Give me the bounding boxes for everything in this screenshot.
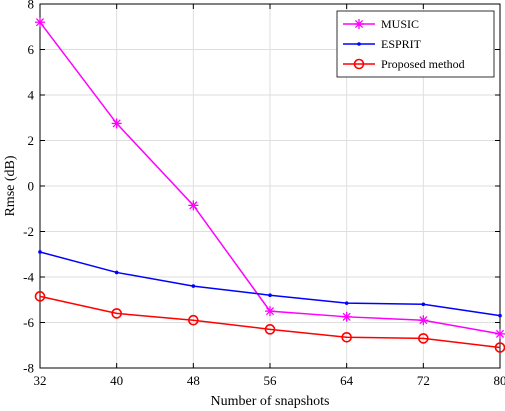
y-tick-label: 8 (28, 0, 35, 12)
data-point (35, 17, 45, 28)
x-tick-label: 32 (34, 373, 47, 388)
x-axis-title: Number of snapshots (211, 394, 330, 409)
data-point (188, 314, 199, 326)
legend-item: MUSIC (343, 17, 419, 31)
y-tick-label: -6 (23, 315, 34, 330)
y-tick-label: 0 (28, 179, 35, 194)
legend-label: ESPRIT (381, 37, 422, 51)
axis-ticks: 32 40 48 56 64 72 80 -8 -6 -4 -2 0 2 4 6 8 (23, 0, 505, 388)
data-point (34, 291, 46, 302)
data-point (495, 328, 505, 339)
marker-stroke (112, 119, 121, 128)
y-axis-title: Rmse (dB) (3, 155, 18, 216)
x-tick-label: 64 (340, 373, 354, 388)
x-tick-label: 56 (264, 373, 278, 388)
series-esprit (38, 250, 502, 318)
marker-stroke (354, 19, 364, 29)
x-tick-label: 40 (110, 373, 123, 388)
data-point (344, 301, 349, 305)
data-point (418, 315, 429, 326)
marker-stroke (419, 316, 428, 325)
data-point (114, 270, 119, 275)
y-tick-label: -4 (23, 270, 34, 285)
data-point (341, 311, 352, 322)
data-point (265, 306, 275, 317)
data-point (111, 118, 122, 129)
legend-item: Proposed method (343, 57, 465, 71)
data-point (38, 250, 42, 254)
data-point (341, 331, 352, 343)
legend-label: Proposed method (381, 57, 465, 71)
y-tick-label: -2 (23, 224, 34, 239)
y-tick-label: 4 (28, 88, 35, 103)
series-music (35, 17, 505, 339)
data-point (268, 293, 272, 298)
data-point (188, 200, 199, 211)
x-tick-label: 80 (494, 373, 505, 388)
legend-item: ESPRIT (343, 37, 422, 51)
marker-stroke (495, 329, 505, 338)
marker-stroke (35, 18, 45, 27)
legend-label: MUSIC (381, 17, 419, 31)
x-tick-label: 48 (187, 373, 200, 388)
y-tick-label: 2 (28, 133, 35, 148)
marker-stroke (342, 312, 351, 321)
marker-stroke (265, 307, 275, 316)
data-point (421, 302, 426, 307)
legend-marker (354, 19, 364, 29)
legend-marker (357, 42, 361, 46)
y-tick-label: 6 (28, 42, 35, 57)
data-point (111, 308, 122, 319)
data-point (264, 324, 276, 335)
series-line (39, 295, 501, 349)
legend: MUSIC ESPRIT Proposed method (336, 10, 495, 78)
x-tick-label: 72 (417, 373, 430, 388)
series-proposed-method (34, 291, 505, 353)
marker-stroke (189, 201, 198, 210)
legend-marker (353, 58, 365, 70)
data-point (418, 333, 429, 344)
y-tick-label: -8 (23, 361, 34, 376)
data-point (498, 313, 502, 318)
data-point (191, 284, 196, 288)
series-lines (34, 17, 505, 353)
